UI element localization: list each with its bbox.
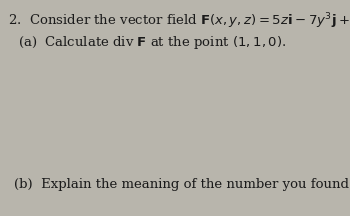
Text: (b)  Explain the meaning of the number you found above.: (b) Explain the meaning of the number yo… bbox=[14, 178, 350, 191]
Text: 2.  Consider the vector field $\mathbf{F}(x, y, z) = 5z\mathbf{i} - 7y^{3}\mathb: 2. Consider the vector field $\mathbf{F}… bbox=[8, 11, 350, 31]
Text: (a)  Calculate div $\mathbf{F}$ at the point $(1, 1, 0)$.: (a) Calculate div $\mathbf{F}$ at the po… bbox=[18, 34, 286, 51]
